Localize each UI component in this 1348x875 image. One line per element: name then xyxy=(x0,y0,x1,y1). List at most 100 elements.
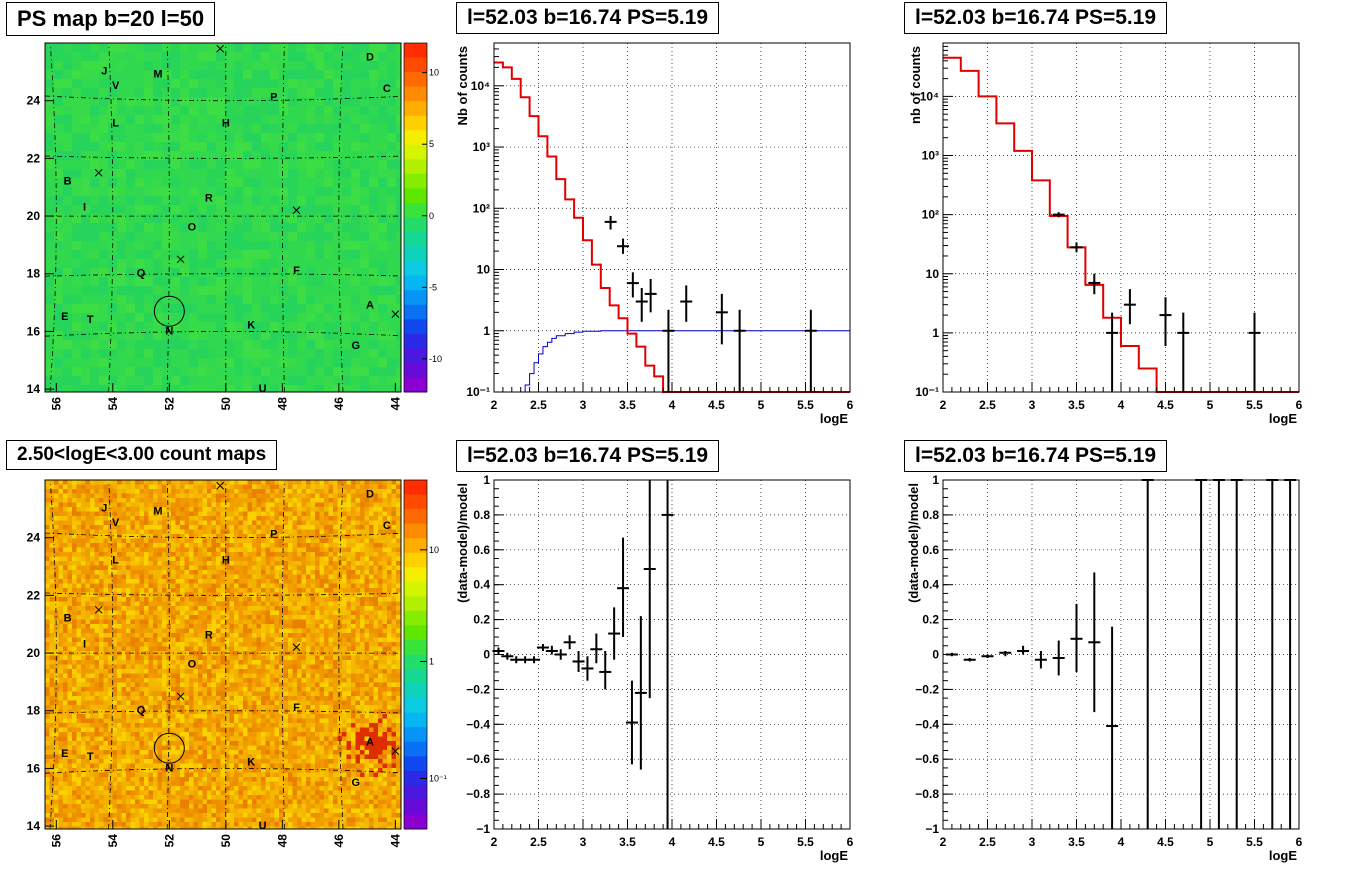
data-point xyxy=(563,635,576,650)
source-label-o: O xyxy=(188,222,197,234)
selected-source-circle xyxy=(153,732,185,764)
y-tick-label: −0.4 xyxy=(466,717,490,731)
y-tick-label: 0.4 xyxy=(922,578,939,592)
source-label-i: I xyxy=(83,201,86,213)
map-y-tick-label: 20 xyxy=(27,646,41,660)
source-label-g: G xyxy=(352,340,361,352)
source-cross-marker xyxy=(292,206,301,215)
data-point xyxy=(625,680,638,765)
source-label-c: C xyxy=(383,83,391,95)
y-tick-label: 10² xyxy=(473,201,490,215)
source-label-a: A xyxy=(366,299,374,311)
data-point xyxy=(1017,645,1030,655)
y-tick-label: 1 xyxy=(932,473,939,487)
source-cross-marker xyxy=(176,692,185,701)
data-point xyxy=(599,651,612,690)
x-tick-label: 3.5 xyxy=(1068,398,1085,412)
source-label-t: T xyxy=(87,751,94,763)
map-y-tick-label: 14 xyxy=(27,382,41,396)
palette-tick-label: 10 xyxy=(429,545,439,555)
map-y-tick-label: 20 xyxy=(27,209,41,223)
source-cross-marker xyxy=(391,310,400,318)
spectrum-right-title: l=52.03 b=16.74 PS=5.19 xyxy=(904,2,1168,34)
source-label-r: R xyxy=(205,630,213,642)
source-cross-marker xyxy=(216,481,225,490)
y-tick-label: 10 xyxy=(477,263,491,277)
color-palette: 10 1 10⁻¹ xyxy=(403,479,447,830)
data-point xyxy=(528,656,541,664)
data-point xyxy=(581,656,594,681)
y-tick-label: 0 xyxy=(483,648,490,662)
x-tick-label: 6 xyxy=(1296,835,1303,849)
data-point xyxy=(1070,603,1083,672)
x-axis-label: logE xyxy=(820,848,848,863)
x-tick-label: 2.5 xyxy=(979,835,996,849)
source-label-u: U xyxy=(259,383,267,395)
map-y-tick-label: 24 xyxy=(27,94,41,108)
x-tick-label: 4.5 xyxy=(1157,835,1174,849)
data-point xyxy=(634,616,647,770)
y-tick-label: 0.2 xyxy=(473,613,490,627)
x-tick-label: 4.5 xyxy=(1157,398,1174,412)
x-tick-label: 6 xyxy=(1296,398,1303,412)
y-tick-label: −0.4 xyxy=(915,717,939,731)
source-label-a: A xyxy=(366,736,374,748)
x-tick-label: 4 xyxy=(669,835,676,849)
y-tick-label: −0.8 xyxy=(466,787,490,801)
source-cross-marker xyxy=(292,643,301,652)
map-y-tick-label: 22 xyxy=(27,588,41,602)
x-tick-label: 5.5 xyxy=(1246,835,1263,849)
source-label-t: T xyxy=(87,314,94,326)
x-tick-label: 2.5 xyxy=(979,398,996,412)
x-tick-label: 5.5 xyxy=(1246,398,1263,412)
selected-source-circle xyxy=(153,295,185,327)
data-point xyxy=(661,480,674,829)
map-x-tick-label: 50 xyxy=(219,397,233,411)
x-tick-label: 3 xyxy=(580,835,587,849)
x-tick-label: 3.5 xyxy=(619,398,636,412)
source-label-e: E xyxy=(61,748,68,760)
data-point xyxy=(1052,640,1065,676)
y-tick-label: −0.6 xyxy=(915,752,939,766)
data-point xyxy=(536,644,549,652)
data-point xyxy=(608,607,621,660)
x-tick-label: 3 xyxy=(580,398,587,412)
y-tick-label: 0.4 xyxy=(473,578,490,592)
x-tick-label: 4.5 xyxy=(708,398,725,412)
y-axis-label: Nb of counts xyxy=(455,46,470,125)
residual-left-title: l=52.03 b=16.74 PS=5.19 xyxy=(456,440,720,472)
data-point xyxy=(617,537,630,638)
data-point xyxy=(715,293,728,345)
palette-tick-label: 10⁻¹ xyxy=(429,773,447,783)
y-tick-label: 10⁻¹ xyxy=(466,385,490,399)
source-label-n: N xyxy=(165,325,173,337)
data-point xyxy=(545,645,558,655)
palette-tick-label: -10 xyxy=(429,354,442,364)
y-tick-label: 10⁻¹ xyxy=(915,385,939,399)
data-point xyxy=(1034,651,1047,669)
source-label-k: K xyxy=(247,320,255,332)
y-tick-label: −1 xyxy=(476,822,490,836)
map-y-tick-label: 14 xyxy=(27,819,41,833)
data-point xyxy=(804,309,817,392)
residual-right-title: l=52.03 b=16.74 PS=5.19 xyxy=(904,440,1168,472)
map-y-tick-label: 24 xyxy=(27,531,41,545)
x-tick-label: 2 xyxy=(940,835,947,849)
y-tick-label: −0.8 xyxy=(915,787,939,801)
y-tick-label: 10² xyxy=(922,208,939,222)
y-tick-label: 0.2 xyxy=(922,613,939,627)
x-tick-label: 2 xyxy=(491,835,498,849)
y-tick-label: 10⁴ xyxy=(920,89,939,103)
data-point xyxy=(1177,312,1190,392)
x-tick-label: 3 xyxy=(1029,835,1036,849)
map-y-tick-label: 16 xyxy=(27,324,41,338)
x-tick-label: 3.5 xyxy=(1068,835,1085,849)
y-tick-label: 0.6 xyxy=(922,543,939,557)
data-point xyxy=(1123,289,1136,325)
data-point xyxy=(590,633,603,664)
x-tick-label: 2.5 xyxy=(530,835,547,849)
coordinate-grid xyxy=(44,482,399,830)
map-x-tick-label: 54 xyxy=(106,397,120,411)
